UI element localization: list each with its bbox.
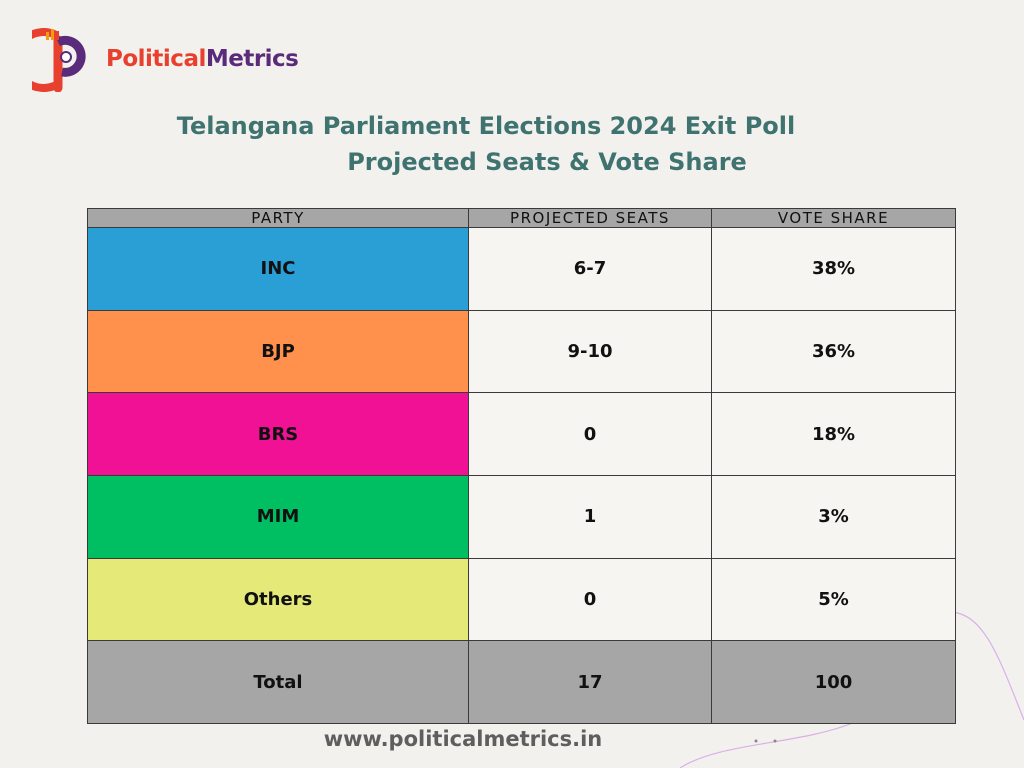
party-cell-inc: INC [87,227,469,311]
table-row: Others 0 5% [87,557,956,642]
brand-name: PoliticalMetrics [106,46,299,72]
footer-url: www.politicalmetrics.in [323,727,603,751]
total-vote-share-cell: 100 [711,640,956,724]
seats-cell-brs: 0 [468,392,712,476]
title-line-2: Projected Seats & Vote Share [347,148,747,176]
title-line-1: Telangana Parliament Elections 2024 Exit… [176,112,796,140]
party-cell-mim: MIM [87,474,469,559]
vote-share-cell-others: 5% [711,557,956,642]
seats-cell-inc: 6-7 [468,227,712,311]
exit-poll-table: PARTY PROJECTED SEATS VOTE SHARE INC 6-7… [87,208,956,724]
logo-p-icon [32,28,86,92]
party-cell-brs: BRS [87,392,469,476]
vote-share-cell-brs: 18% [711,392,956,476]
table-total-row: Total 17 100 [87,640,956,724]
brand-word-1: Political [106,46,206,72]
header-vote-share: VOTE SHARE [711,208,956,228]
table-row: INC 6-7 38% [87,227,956,311]
table-row: MIM 1 3% [87,474,956,559]
table-row: BJP 9-10 36% [87,309,956,394]
header-projected-seats: PROJECTED SEATS [468,208,712,228]
seats-cell-bjp: 9-10 [468,309,712,394]
vote-share-cell-mim: 3% [711,474,956,559]
brand-logo: PoliticalMetrics [28,24,328,96]
table-row: BRS 0 18% [87,392,956,476]
page-title: Telangana Parliament Elections 2024 Exit… [0,108,1024,180]
header-party: PARTY [87,208,469,228]
party-cell-others: Others [87,557,469,642]
vote-share-cell-inc: 38% [711,227,956,311]
party-cell-bjp: BJP [87,309,469,394]
table-header-row: PARTY PROJECTED SEATS VOTE SHARE [87,208,956,228]
vote-share-cell-bjp: 36% [711,309,956,394]
brand-word-2: Metrics [205,46,299,72]
total-seats-cell: 17 [468,640,712,724]
seats-cell-mim: 1 [468,474,712,559]
seats-cell-others: 0 [468,557,712,642]
total-label-cell: Total [87,640,469,724]
